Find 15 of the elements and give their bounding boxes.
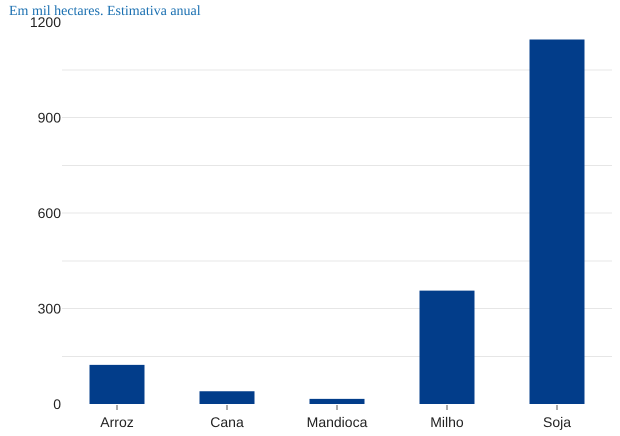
bar: [420, 290, 474, 404]
bar: [530, 40, 584, 404]
y-tick-label: 600: [38, 204, 62, 221]
x-tick-label: Arroz: [100, 414, 134, 430]
y-tick-label: 1200: [30, 14, 62, 30]
y-tick-label: 300: [38, 300, 62, 316]
y-tick-label: 900: [38, 109, 62, 126]
x-tick-label: Soja: [542, 414, 572, 430]
bar: [90, 364, 144, 404]
bar: [310, 398, 364, 404]
x-tick-label: Mandioca: [306, 414, 368, 430]
y-tick-label: 0: [53, 396, 62, 412]
bar: [200, 391, 254, 404]
x-tick-label: Milho: [430, 414, 464, 430]
x-tick-label: Cana: [210, 414, 244, 430]
